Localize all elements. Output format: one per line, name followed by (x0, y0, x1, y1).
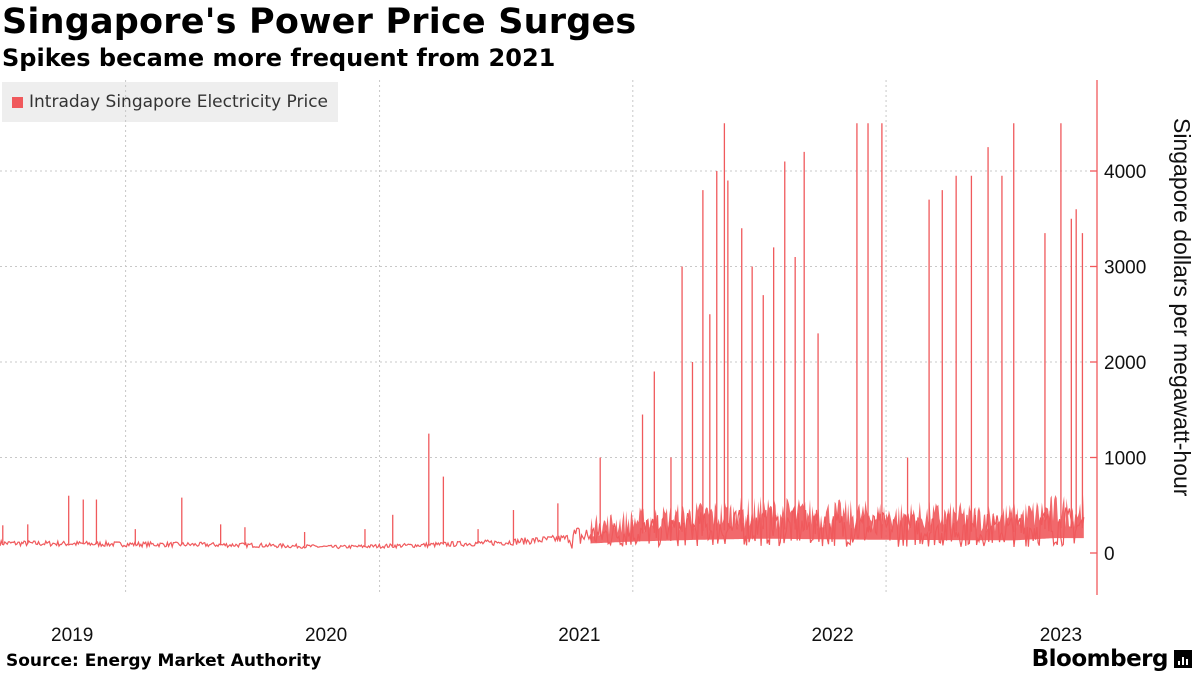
chart-title: Singapore's Power Price Surges (2, 2, 637, 42)
brand-logo: Bloomberg (1032, 646, 1192, 672)
source-note: Source: Energy Market Authority (6, 651, 322, 671)
grid-lines (0, 80, 1097, 595)
y-tick-label: 2000 (1104, 353, 1146, 374)
x-tick-label: 2023 (1040, 625, 1082, 646)
brand-name: Bloomberg (1031, 646, 1169, 672)
y-axis: 0 1000 2000 3000 4000 (1090, 80, 1146, 595)
chart-subtitle: Spikes became more frequent from 2021 (2, 44, 556, 72)
x-tick-label: 2022 (811, 625, 853, 646)
legend: Intraday Singapore Electricity Price (2, 82, 339, 122)
legend-label: Intraday Singapore Electricity Price (29, 92, 329, 112)
legend-swatch (12, 96, 23, 108)
x-tick-label: 2021 (558, 625, 600, 646)
y-tick-label: 4000 (1104, 162, 1146, 183)
y-tick-label: 0 (1104, 544, 1115, 565)
series-band (590, 494, 1084, 544)
x-axis: 2019 2020 2021 2022 2023 (51, 625, 1082, 646)
series-price (0, 123, 1085, 550)
x-tick-label: 2019 (51, 625, 93, 646)
y-axis-label: Singapore dollars per megawatt-hour (1169, 118, 1195, 497)
bloomberg-icon (1174, 650, 1192, 668)
y-tick-label: 1000 (1104, 449, 1146, 470)
y-tick-label: 3000 (1104, 258, 1146, 279)
x-tick-label: 2020 (305, 625, 347, 646)
series-line (0, 506, 1085, 550)
